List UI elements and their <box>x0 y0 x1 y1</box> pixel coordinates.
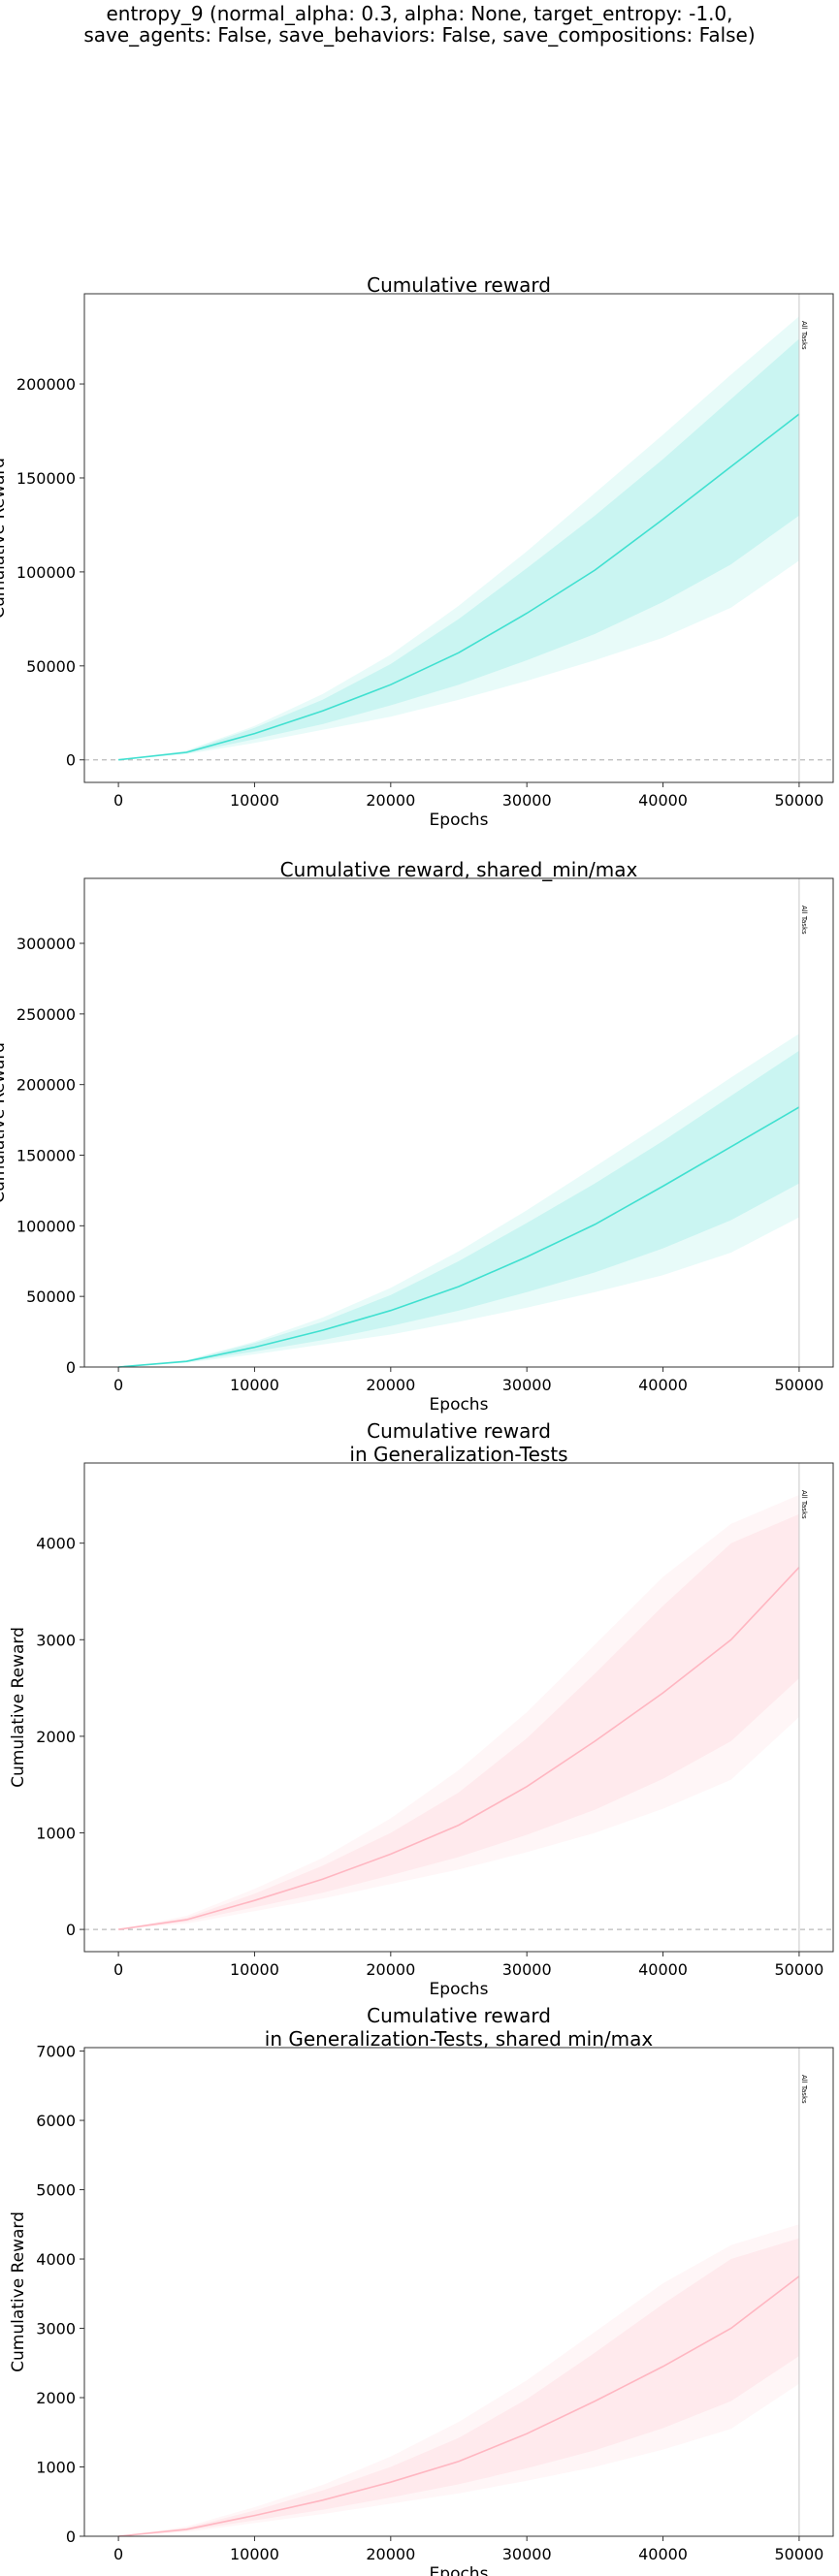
plot-frame <box>83 293 834 783</box>
y-tick-label: 300000 <box>16 935 76 953</box>
y-tick-label: 3000 <box>36 2320 76 2338</box>
chart-title: Cumulative reward <box>367 2004 551 2027</box>
std-band <box>118 338 799 760</box>
y-tick-label: 1000 <box>36 1824 76 1842</box>
chart-title: Cumulative reward <box>367 273 551 297</box>
y-tick-label: 150000 <box>16 1147 76 1165</box>
min-max-band <box>118 316 799 760</box>
chart-panel-2: Cumulative reward, shared_min/max All Tas… <box>0 858 834 1415</box>
x-tick-label: 20000 <box>366 1376 415 1394</box>
y-tick-label: 0 <box>66 1358 76 1377</box>
x-tick-label: 50000 <box>774 1960 823 1979</box>
y-tick-label: 0 <box>66 751 76 770</box>
x-tick-label: 30000 <box>502 2545 552 2563</box>
x-tick-label: 30000 <box>502 791 552 810</box>
plot-frame <box>83 2047 834 2537</box>
y-tick-label: 100000 <box>16 563 76 582</box>
x-tick-label: 50000 <box>774 2545 823 2563</box>
x-tick-label: 10000 <box>230 1960 279 1979</box>
x-tick-label: 30000 <box>502 1960 552 1979</box>
y-tick-label: 2000 <box>36 1728 76 1746</box>
x-tick-label: 0 <box>113 791 123 810</box>
chart-title: in Generalization-Tests <box>349 1443 567 1466</box>
y-tick-label: 50000 <box>26 657 76 676</box>
chart-title: Cumulative reward, shared_min/max <box>280 858 638 881</box>
x-tick-label: 10000 <box>230 791 279 810</box>
y-tick-label: 7000 <box>36 2043 76 2061</box>
all-tasks-label: All Tasks <box>800 906 808 935</box>
x-tick-label: 10000 <box>230 2545 279 2563</box>
figure-title-line-1: entropy_9 (normal_alpha: 0.3, alpha: Non… <box>106 2 733 25</box>
y-tick-label: 1000 <box>36 2459 76 2477</box>
y-axis-label: Cumulative Reward <box>9 2211 28 2372</box>
x-tick-label: 40000 <box>638 1376 688 1394</box>
y-axis-label: Cumulative Reward <box>9 1627 28 1788</box>
mean-series-line <box>118 1106 800 1368</box>
x-tick-label: 0 <box>113 1376 123 1394</box>
y-tick-label: 50000 <box>26 1288 76 1306</box>
x-tick-label: 40000 <box>638 791 688 810</box>
x-tick-label: 20000 <box>366 2545 415 2563</box>
chart-title: in Generalization-Tests, shared min/max <box>265 2027 654 2051</box>
y-tick-label: 4000 <box>36 1535 76 1553</box>
chart-panel-1: Cumulative reward All Tasks 0 10000 20000 300… <box>0 273 834 830</box>
y-tick-label: 200000 <box>16 375 76 394</box>
x-tick-label: 30000 <box>502 1376 552 1394</box>
mean-series-line <box>118 413 800 761</box>
y-tick-label: 3000 <box>36 1631 76 1649</box>
std-band <box>118 2238 799 2536</box>
mean-series-line <box>118 2275 800 2537</box>
x-tick-label: 20000 <box>366 1960 415 1979</box>
x-axis-label: Epochs <box>430 2564 489 2576</box>
mean-series-line <box>117 1567 800 1930</box>
x-tick-label: 40000 <box>638 2545 688 2563</box>
std-band <box>118 1513 799 1930</box>
all-tasks-label: All Tasks <box>800 321 808 350</box>
chart-title: Cumulative reward <box>367 1419 551 1443</box>
x-axis-label: Epochs <box>430 811 489 830</box>
y-tick-label: 100000 <box>16 1217 76 1235</box>
y-tick-label: 250000 <box>16 1005 76 1024</box>
std-band <box>118 1050 799 1367</box>
x-tick-label: 50000 <box>774 1376 823 1394</box>
x-tick-label: 0 <box>113 1960 123 1979</box>
y-tick-label: 0 <box>66 1921 76 1939</box>
min-max-band <box>118 2224 799 2536</box>
min-max-band <box>118 1034 799 1367</box>
x-tick-label: 0 <box>113 2545 123 2563</box>
x-tick-label: 50000 <box>774 791 823 810</box>
x-tick-label: 10000 <box>230 1376 279 1394</box>
y-tick-label: 5000 <box>36 2181 76 2200</box>
y-axis-label: Cumulative Reward <box>0 458 9 619</box>
all-tasks-label: All Tasks <box>800 1490 808 1519</box>
y-tick-label: 0 <box>66 2528 76 2546</box>
y-tick-label: 200000 <box>16 1076 76 1095</box>
y-tick-label: 150000 <box>16 469 76 488</box>
x-axis-label: Epochs <box>430 1980 489 1999</box>
min-max-band <box>118 1494 799 1930</box>
y-axis-label: Cumulative Reward <box>0 1042 9 1203</box>
x-tick-label: 20000 <box>366 791 415 810</box>
x-axis-label: Epochs <box>430 1395 489 1415</box>
x-tick-label: 40000 <box>638 1960 688 1979</box>
figure-title-line-2: save_agents: False, save_behaviors: Fals… <box>83 23 756 47</box>
y-tick-label: 6000 <box>36 2112 76 2130</box>
y-tick-label: 2000 <box>36 2389 76 2407</box>
all-tasks-label: All Tasks <box>800 2075 808 2104</box>
plot-frame <box>83 1462 834 1953</box>
y-tick-label: 4000 <box>36 2250 76 2269</box>
plot-frame <box>83 877 834 1368</box>
